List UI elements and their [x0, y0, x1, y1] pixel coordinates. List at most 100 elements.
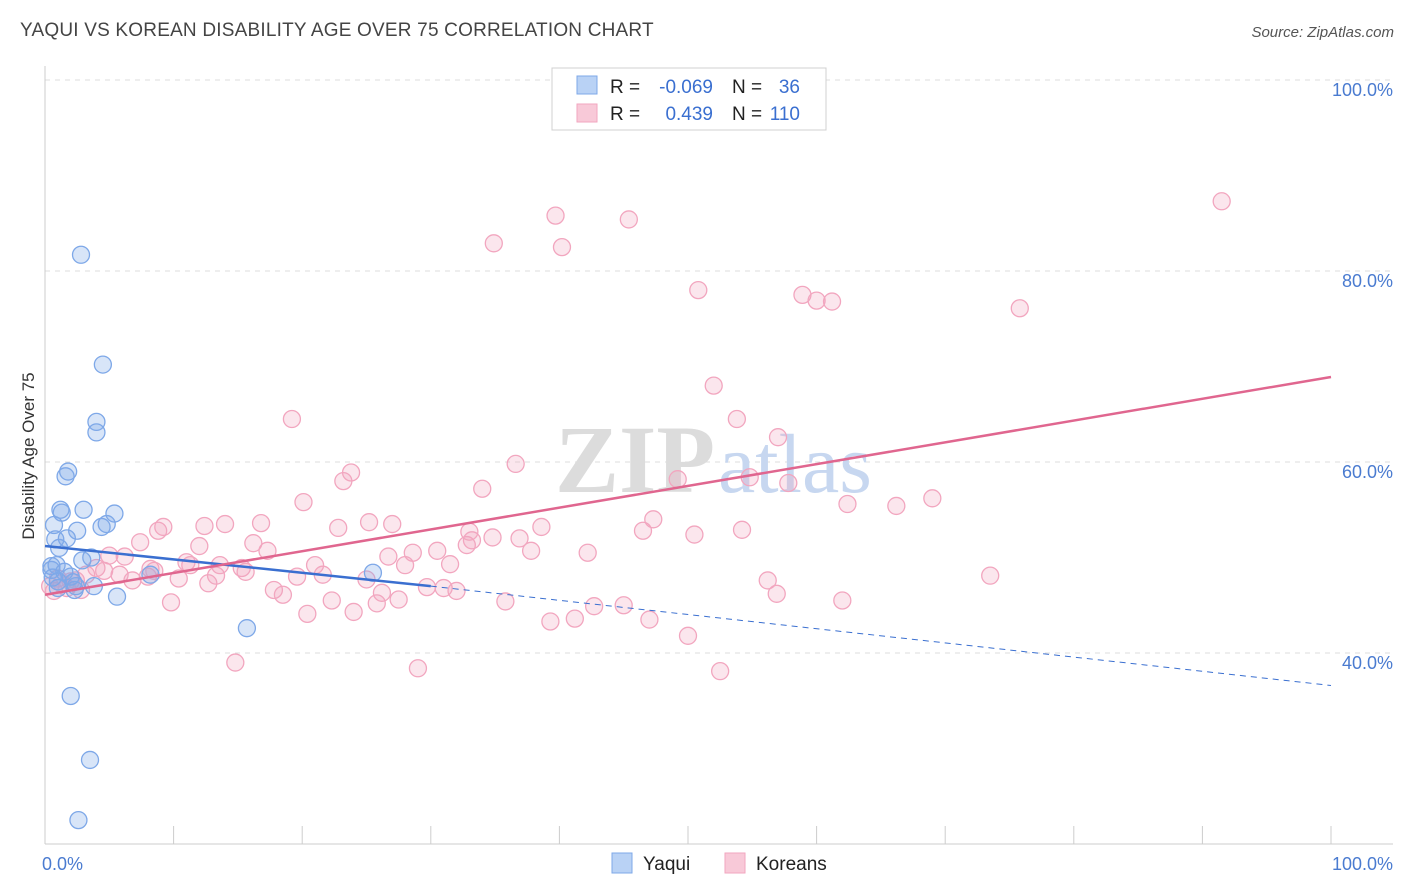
point-koreans-92 [732, 520, 752, 539]
y-tick-labels: 100.0% 80.0% 60.0% 40.0% [1332, 80, 1393, 673]
point-koreans-73 [532, 517, 551, 537]
point-yaqui-20 [68, 521, 87, 540]
point-koreans-21 [169, 569, 188, 588]
y-tick-label-2: 60.0% [1342, 462, 1393, 482]
point-koreans-89 [704, 376, 723, 395]
point-koreans-38 [282, 409, 302, 429]
point-koreans-20 [161, 593, 181, 612]
legend-n-label-koreans: N = [732, 104, 762, 125]
legend-box: R = -0.069 N = 36 R = 0.439 N = 110 [551, 67, 827, 131]
point-koreans-44 [322, 591, 341, 610]
point-koreans-78 [578, 543, 597, 562]
point-koreans-66 [473, 479, 492, 498]
point-koreans-79 [584, 597, 604, 616]
point-koreans-68 [484, 234, 503, 253]
axes [44, 66, 1393, 845]
point-yaqui-31 [93, 355, 113, 374]
y-tick-label-3: 40.0% [1342, 653, 1393, 673]
point-koreans-37 [273, 585, 293, 604]
x-tick-label-max: 100.0% [1332, 854, 1393, 874]
trend-line-yaqui [44, 544, 431, 588]
point-koreans-53 [379, 547, 398, 566]
point-yaqui-12 [56, 467, 75, 486]
point-koreans-13 [115, 547, 134, 566]
point-koreans-50 [359, 513, 379, 532]
point-koreans-48 [344, 602, 363, 622]
point-koreans-107 [1212, 192, 1231, 211]
point-koreans-67 [483, 528, 502, 547]
legend-r-label-koreans: R = [610, 104, 640, 125]
point-koreans-40 [294, 492, 313, 512]
point-koreans-52 [372, 583, 392, 602]
y-tick-label-1: 80.0% [1342, 271, 1393, 291]
trend-line-yaqui-extension [430, 585, 1332, 686]
point-koreans-105 [981, 566, 1000, 585]
legend-n-value-yaqui: 36 [779, 77, 800, 98]
point-koreans-84 [644, 510, 663, 529]
point-koreans-101 [833, 591, 852, 610]
point-yaqui-28 [87, 412, 106, 432]
point-koreans-100 [822, 292, 842, 311]
point-koreans-35 [258, 541, 277, 560]
points-koreans [40, 192, 1231, 681]
point-koreans-19 [154, 517, 173, 537]
point-yaqui-36 [237, 619, 257, 638]
point-yaqui-29 [87, 423, 106, 442]
point-koreans-95 [767, 584, 786, 603]
point-koreans-77 [565, 609, 584, 628]
point-koreans-97 [779, 473, 798, 493]
point-koreans-96 [768, 428, 788, 447]
point-yaqui-19 [66, 577, 86, 596]
point-koreans-62 [440, 555, 460, 574]
point-koreans-76 [552, 237, 572, 257]
point-koreans-103 [887, 496, 906, 516]
point-koreans-15 [131, 533, 150, 552]
point-yaqui-33 [105, 504, 124, 523]
source-label: Source: ZipAtlas.com [1251, 24, 1394, 41]
point-koreans-26 [199, 574, 218, 593]
point-koreans-47 [341, 463, 361, 482]
points-yaqui [42, 245, 383, 830]
y-tick-label-0: 100.0% [1332, 80, 1393, 100]
point-yaqui-34 [107, 587, 127, 606]
point-koreans-51 [367, 594, 386, 613]
bottom-legend-label-yaqui: Yaqui [643, 854, 690, 875]
point-yaqui-30 [92, 517, 111, 537]
trend-lines [44, 375, 1332, 686]
point-koreans-71 [510, 529, 529, 548]
point-yaqui-24 [74, 500, 93, 519]
bottom-legend-swatch-yaqui [611, 852, 633, 874]
point-koreans-70 [506, 454, 525, 474]
point-koreans-41 [298, 604, 317, 623]
point-yaqui-16 [61, 686, 80, 706]
legend-n-label-yaqui: N = [732, 77, 762, 98]
point-koreans-33 [244, 534, 263, 553]
point-yaqui-22 [71, 245, 91, 264]
point-koreans-54 [383, 514, 402, 534]
point-koreans-88 [689, 280, 708, 300]
watermark-zip: ZIP [555, 406, 715, 513]
point-koreans-87 [685, 525, 704, 544]
x-tick-label-min: 0.0% [42, 854, 83, 874]
point-koreans-10 [95, 561, 114, 581]
point-koreans-24 [190, 536, 209, 556]
point-koreans-83 [640, 610, 659, 629]
point-koreans-55 [389, 590, 408, 609]
point-koreans-59 [417, 577, 437, 597]
point-koreans-94 [758, 571, 777, 590]
chart-title: YAQUI VS KOREAN DISABILITY AGE OVER 75 C… [20, 20, 654, 41]
point-koreans-81 [619, 210, 638, 229]
point-koreans-29 [215, 514, 235, 534]
point-koreans-82 [633, 521, 653, 540]
bottom-legend: Yaqui Koreans [611, 852, 827, 875]
point-koreans-58 [408, 659, 428, 678]
point-koreans-69 [496, 592, 515, 611]
point-koreans-27 [206, 566, 226, 585]
point-koreans-75 [546, 206, 565, 225]
point-koreans-72 [521, 541, 541, 560]
point-yaqui-10 [52, 503, 71, 522]
point-koreans-57 [403, 543, 422, 562]
bottom-legend-label-koreans: Koreans [756, 854, 827, 875]
point-koreans-60 [428, 541, 447, 560]
